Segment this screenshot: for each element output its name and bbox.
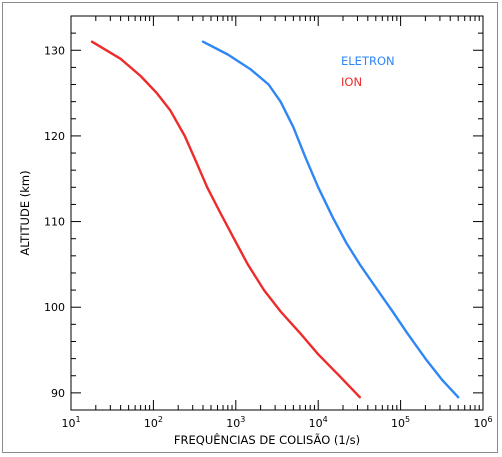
y-axis-label: ALTITUDE (km) (18, 170, 32, 255)
plot-area-border (70, 15, 484, 411)
x-tick-label: 101 (61, 415, 80, 430)
axis-labels: 101 102 103 104 105 106 90 100 110 120 130 FREQUÊNC… (18, 44, 493, 447)
x-tick-label: 104 (309, 415, 328, 430)
series-layer (90, 40, 460, 399)
x-tick-label: 103 (226, 415, 245, 430)
y-tick-label: 110 (44, 216, 65, 229)
legend: ELETRON ION (341, 54, 395, 89)
x-tick-label: 105 (391, 415, 410, 430)
y-tick-label: 100 (44, 301, 65, 314)
y-tick-label: 90 (51, 387, 65, 400)
chart-frame: ELETRON ION 101 102 103 104 105 106 90 100 110 120… (2, 2, 498, 453)
legend-entry-eletron: ELETRON (341, 54, 395, 68)
y-tick-label: 130 (44, 44, 65, 57)
y-tick-label: 120 (44, 130, 65, 143)
collision-frequency-chart: ELETRON ION 101 102 103 104 105 106 90 100 110 120… (18, 15, 493, 447)
axes-layer (70, 15, 484, 411)
legend-entry-ion: ION (341, 75, 362, 89)
series-line-ion (90, 40, 361, 399)
x-tick-label: 106 (473, 415, 492, 430)
series-line-eletron (201, 40, 460, 399)
x-axis-label: FREQUÊNCIAS DE COLISÃO (1/s) (174, 432, 360, 447)
x-tick-label: 102 (144, 415, 163, 430)
